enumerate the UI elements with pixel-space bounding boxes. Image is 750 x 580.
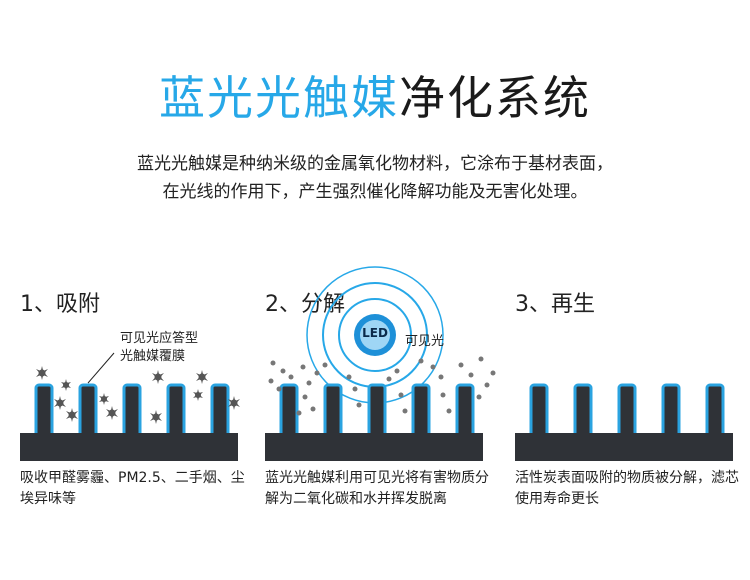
step-3-caption: 活性炭表面吸附的物质被分解，滤芯使用寿命更长 xyxy=(515,470,739,507)
particle xyxy=(193,389,203,401)
pillars xyxy=(279,383,475,439)
particle xyxy=(36,366,48,380)
light-ring xyxy=(338,298,412,372)
description-line-2: 在光线的作用下，产生强烈催化降解功能及无害化处理。 xyxy=(162,182,588,202)
step-3-diagram xyxy=(515,325,750,465)
pillars xyxy=(34,383,230,439)
pillar xyxy=(573,383,593,439)
title-rest: 净化系统 xyxy=(399,71,591,125)
step-1-title: 1、吸附 xyxy=(20,292,100,317)
step-1-diagram: 可见光应答型 光触媒覆膜 xyxy=(20,325,256,465)
decomposition-illustration xyxy=(265,266,496,461)
pillar xyxy=(166,383,186,439)
particle xyxy=(66,408,78,422)
particle xyxy=(228,396,240,410)
pillar xyxy=(78,383,98,439)
coating-label-line-2: 光触媒覆膜 xyxy=(120,349,186,364)
page-title: 蓝光光触媒净化系统 xyxy=(0,70,750,126)
particle xyxy=(61,379,71,391)
step-3-title: 3、再生 xyxy=(515,292,595,317)
regeneration-illustration xyxy=(515,383,733,461)
decomposed-particles xyxy=(268,356,496,416)
substrate-base xyxy=(515,433,733,461)
pollutant-particles xyxy=(36,366,240,424)
pillar xyxy=(122,383,142,439)
pillar xyxy=(705,383,725,439)
substrate-base xyxy=(20,433,238,461)
coating-label-line-1: 可见光应答型 xyxy=(120,331,199,346)
description: 蓝光光触媒是种纳米级的金属氧化物材料，它涂布于基材表面， 在光线的作用下，产生强… xyxy=(0,150,750,206)
substrate-base xyxy=(265,433,483,461)
particle xyxy=(196,370,208,384)
description-line-1: 蓝光光触媒是种纳米级的金属氧化物材料，它涂布于基材表面， xyxy=(137,154,613,174)
particle xyxy=(106,406,118,420)
title-accent: 蓝光光触媒 xyxy=(159,71,399,125)
pillar xyxy=(529,383,549,439)
step-2-title: 2、分解 xyxy=(265,292,345,317)
pillar xyxy=(279,383,299,439)
pillar xyxy=(455,383,475,439)
label-pointer xyxy=(87,352,115,384)
adsorption-illustration xyxy=(20,352,240,461)
particle xyxy=(99,393,109,405)
particle xyxy=(150,410,162,424)
coating-label: 可见光应答型 光触媒覆膜 xyxy=(120,330,198,366)
pillar xyxy=(411,383,431,439)
pillar xyxy=(210,383,230,439)
pillar xyxy=(617,383,637,439)
pillar xyxy=(34,383,54,439)
particle xyxy=(152,370,164,384)
visible-light-label: 可见光 xyxy=(405,334,445,349)
particle xyxy=(54,396,66,410)
pillars xyxy=(529,383,725,439)
led-icon xyxy=(360,320,390,350)
pillar xyxy=(367,383,387,439)
step-1-caption: 吸收甲醛雾霾、PM2.5、二手烟、尘埃异味等 xyxy=(20,470,245,507)
step-2-diagram: LED 可见光 xyxy=(265,266,501,465)
led-text: LED xyxy=(362,326,388,340)
pillar xyxy=(323,383,343,439)
pillar xyxy=(661,383,681,439)
step-2-caption: 蓝光光触媒利用可见光将有害物质分解为二氧化碳和水并挥发脱离 xyxy=(265,470,489,507)
